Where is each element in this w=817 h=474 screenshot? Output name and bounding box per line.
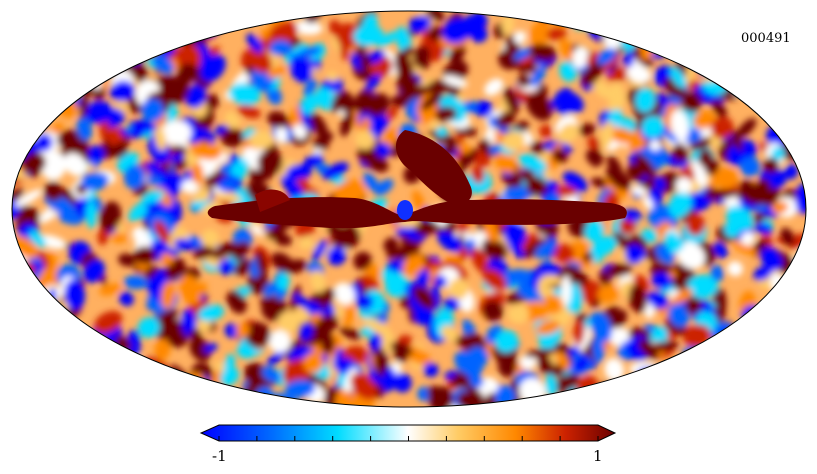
galactic-plane-band: [207, 130, 627, 229]
colorbar-ticks: [218, 436, 599, 441]
colorbar-min-label: -1: [212, 447, 227, 465]
map-outline: [11, 10, 807, 408]
colorbar-max-label: 1: [593, 447, 603, 465]
mollweide-map: [11, 10, 807, 408]
map-id-label: 000491: [741, 31, 791, 46]
colorbar: [199, 424, 617, 442]
